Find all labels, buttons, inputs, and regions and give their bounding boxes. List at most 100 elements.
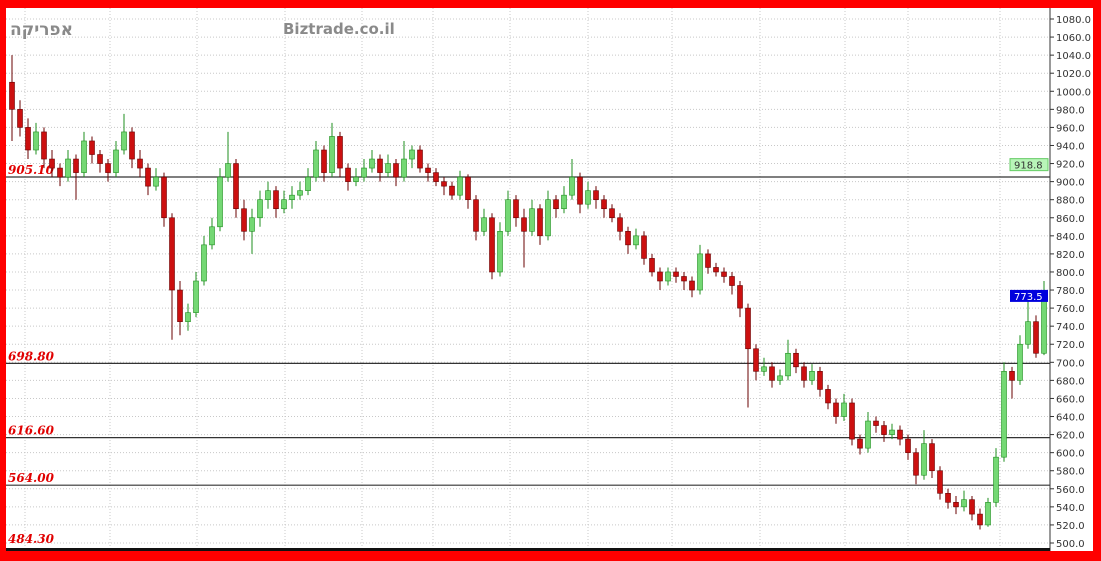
y-tick-label: 960.0 xyxy=(1056,123,1085,134)
candle-down xyxy=(137,150,143,178)
candle-down xyxy=(881,421,887,442)
x-axis-line xyxy=(6,548,1050,551)
candle-down xyxy=(177,281,183,336)
candle-up xyxy=(993,448,999,507)
candle-up xyxy=(585,181,591,209)
candle-down xyxy=(769,362,775,388)
candle-body xyxy=(161,176,167,219)
candle-down xyxy=(9,55,15,141)
candle-up xyxy=(529,199,535,236)
candle-body xyxy=(1009,371,1015,381)
candle-body xyxy=(761,366,767,372)
candle-body xyxy=(873,420,879,426)
candle-body xyxy=(745,307,751,350)
candle-down xyxy=(801,362,807,388)
candle-up xyxy=(1025,294,1031,349)
candle-body xyxy=(641,235,647,259)
candle-down xyxy=(753,344,759,381)
candle-body xyxy=(337,136,343,169)
candle-body xyxy=(977,513,983,526)
candle-body xyxy=(617,217,623,232)
candle-up xyxy=(809,364,815,385)
level-label: 905.10 xyxy=(8,163,55,177)
candle-up xyxy=(985,497,991,527)
candle-body xyxy=(553,199,559,210)
candle-down xyxy=(25,118,31,160)
candle-body xyxy=(193,280,199,313)
chart-background xyxy=(6,8,1093,551)
candle-body xyxy=(401,158,407,178)
candle-up xyxy=(361,159,367,182)
candle-body xyxy=(201,244,207,282)
candle-body xyxy=(297,190,303,196)
candle-body xyxy=(145,167,151,187)
candle-down xyxy=(449,181,455,200)
candle-body xyxy=(673,271,679,277)
candle-up xyxy=(841,393,847,422)
candle-body xyxy=(577,176,583,205)
candle-body xyxy=(57,167,63,178)
y-tick-label: 820.0 xyxy=(1056,250,1085,261)
candle-body xyxy=(345,167,351,182)
price-axis: 500.0 520.0 540.0 560.0 580.0 600.0 620.0 640.0… xyxy=(6,8,1091,551)
candle-body xyxy=(809,371,815,381)
candle-down xyxy=(609,204,615,223)
candle-body xyxy=(241,208,247,232)
level-label: 616.60 xyxy=(8,424,55,438)
candle-down xyxy=(681,271,687,291)
candle-body xyxy=(649,258,655,273)
candle-up xyxy=(921,430,927,480)
candle-body xyxy=(945,493,951,503)
candle-body xyxy=(985,502,991,526)
candle-body xyxy=(377,158,383,173)
candle-body xyxy=(169,217,175,291)
y-tick-label: 720.0 xyxy=(1056,340,1085,351)
candle-body xyxy=(1041,295,1047,354)
candle-up xyxy=(409,145,415,169)
y-tick-label: 980.0 xyxy=(1056,105,1085,116)
candle-down xyxy=(145,163,151,196)
candle-down xyxy=(625,226,631,254)
candle-body xyxy=(841,402,847,417)
candle-body xyxy=(17,109,23,128)
y-tick-label: 1000.0 xyxy=(1056,87,1091,98)
candle-up xyxy=(865,412,871,453)
candle-body xyxy=(953,502,959,508)
candle-body xyxy=(793,352,799,368)
candle-up xyxy=(889,423,895,440)
candle-body xyxy=(537,208,543,237)
candle-body xyxy=(209,226,215,246)
y-tick-label: 900.0 xyxy=(1056,178,1085,189)
candle-body xyxy=(737,285,743,309)
candle-down xyxy=(833,398,839,424)
candle-body xyxy=(569,176,575,196)
candle-down xyxy=(513,195,519,227)
candle-body xyxy=(257,199,263,219)
y-tick-label: 1020.0 xyxy=(1056,69,1091,80)
candle-body xyxy=(889,429,895,435)
candle-body xyxy=(41,131,47,160)
candle-up xyxy=(65,150,71,182)
candle-body xyxy=(625,231,631,246)
candle-up xyxy=(121,113,127,155)
candle-body xyxy=(601,199,607,210)
candle-body xyxy=(993,456,999,503)
candle-body xyxy=(473,199,479,232)
candle-down xyxy=(705,249,711,274)
grid xyxy=(6,8,1050,549)
y-tick-label: 740.0 xyxy=(1056,322,1085,333)
candle-body xyxy=(313,149,319,178)
candle-body xyxy=(609,208,615,219)
candle-up xyxy=(113,140,119,178)
candle-body xyxy=(89,140,95,155)
candle-body xyxy=(801,366,807,381)
candle-down xyxy=(689,276,695,298)
candle-down xyxy=(337,131,343,178)
candle-body xyxy=(937,470,943,494)
candle-body xyxy=(729,276,735,286)
candle-down xyxy=(729,271,735,295)
candle-down xyxy=(537,204,543,245)
candle-down xyxy=(849,398,855,446)
candle-body xyxy=(769,366,775,381)
candle-down xyxy=(825,384,831,410)
